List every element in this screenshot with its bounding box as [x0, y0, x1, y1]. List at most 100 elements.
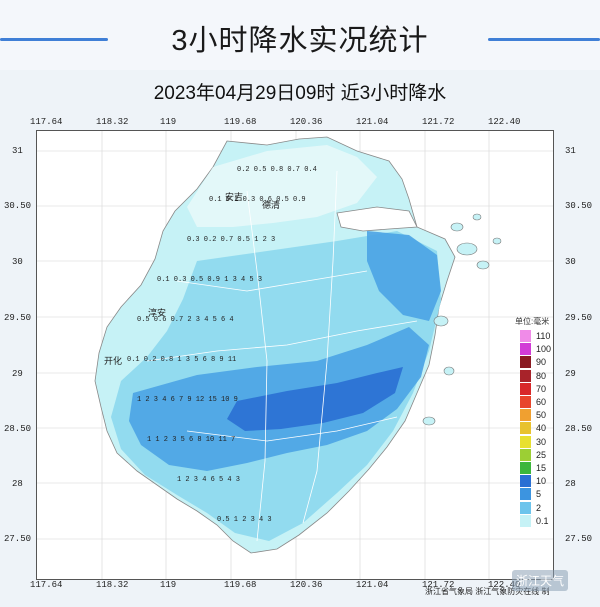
legend-label: 25	[536, 449, 547, 460]
legend-unit: 单位:毫米	[515, 317, 550, 326]
legend-swatch	[520, 488, 531, 501]
lat-tick-right: 29.50	[565, 313, 593, 323]
hangzhou-bay	[336, 206, 418, 232]
lat-tick-right: 31	[565, 146, 576, 156]
legend-label: 30	[536, 436, 547, 447]
lon-tick-top: 117.64	[30, 117, 63, 127]
legend-swatch	[520, 330, 531, 342]
legend-level: 5	[520, 488, 582, 501]
legend-level: 10	[520, 475, 582, 488]
lon-tick-bottom: 118.32	[96, 580, 129, 590]
legend-label: 0.1	[536, 515, 549, 526]
lat-tick-left: 31	[12, 146, 23, 156]
svg-text:1 2 3 4 6 7 9 12 15 10 9: 1 2 3 4 6 7 9 12 15 10 9	[137, 396, 238, 404]
precipitation-map: 0.2 0.5 0.8 0.7 0.4 0.1 0.2 0.3 0.6 0.5 …	[36, 130, 554, 580]
header-decor-line-left	[0, 38, 108, 41]
lon-tick-top: 121.04	[356, 117, 389, 127]
place-label: 淳安	[148, 309, 167, 319]
legend-level: 80	[520, 369, 582, 382]
page-title: 3小时降水实况统计	[171, 25, 429, 57]
lon-tick-bottom: 119	[160, 580, 177, 590]
legend-level: 15	[520, 462, 582, 474]
legend-level: 60	[520, 396, 582, 408]
lat-tick-left: 27.50	[4, 534, 32, 544]
svg-text:0.5 0.6 0.7 2 3 4 5 6 4: 0.5 0.6 0.7 2 3 4 5 6 4	[137, 316, 234, 324]
legend-label: 5	[536, 489, 542, 500]
legend-label: 10	[536, 476, 547, 487]
legend-swatch	[520, 369, 531, 382]
svg-text:0.3 0.2 0.7 0.5 1 2 3: 0.3 0.2 0.7 0.5 1 2 3	[187, 236, 275, 244]
legend-label: 70	[536, 383, 547, 394]
lat-tick-right: 29	[565, 369, 576, 379]
lon-tick-bottom: 117.64	[30, 580, 63, 590]
legend-label: 100	[536, 344, 552, 355]
legend-level: 50	[520, 409, 582, 422]
lat-tick-left: 30	[12, 257, 23, 267]
lon-tick-bottom: 120.36	[290, 580, 323, 590]
rain-zone-blue-east	[367, 231, 441, 321]
legend-level: 30	[520, 435, 582, 448]
lon-tick-top: 120.36	[290, 117, 323, 127]
lon-tick-top: 122.40	[488, 117, 521, 127]
lon-tick-bottom: 121.04	[356, 580, 389, 590]
legend-level: 100	[520, 343, 582, 356]
lon-tick-top: 119.68	[224, 117, 257, 127]
legend-swatch	[520, 514, 531, 527]
legend-level: 70	[520, 382, 582, 395]
svg-text:0.5 1 2 3 4 3: 0.5 1 2 3 4 3	[217, 516, 272, 524]
map-subtitle: 2023年04月29日09时 近3小时降水	[153, 83, 447, 104]
place-label: 德清	[262, 201, 281, 211]
legend-swatch	[520, 448, 531, 461]
lat-tick-right: 30	[565, 257, 576, 267]
legend-swatch	[520, 475, 531, 488]
svg-text:0.1 0.2 0.3 0.6 0.5 0.9: 0.1 0.2 0.3 0.6 0.5 0.9	[209, 196, 306, 204]
legend-swatch	[520, 409, 531, 422]
islands	[422, 213, 502, 426]
lat-tick-left: 29	[12, 369, 23, 379]
svg-text:1 2 3 4 6 5 4 3: 1 2 3 4 6 5 4 3	[177, 476, 240, 484]
legend-swatch	[520, 343, 531, 356]
lat-tick-left: 28	[12, 479, 23, 489]
credit-text: 浙江省气象局 浙江气象防灾在线 制	[425, 587, 550, 596]
legend-level: 2	[520, 501, 582, 514]
svg-text:0.1 0.3 0.5 0.9 1 3 4 5 3: 0.1 0.3 0.5 0.9 1 3 4 5 3	[157, 276, 262, 284]
lat-tick-left: 29.50	[4, 313, 32, 323]
legend-label: 40	[536, 423, 547, 434]
legend-label: 60	[536, 397, 547, 407]
header-decor-line-right	[488, 38, 600, 41]
svg-text:0.1 0.2 0.8 1 3 5 6 8 9 11: 0.1 0.2 0.8 1 3 5 6 8 9 11	[127, 356, 236, 364]
lat-tick-left: 28.50	[4, 424, 32, 434]
dry-area-north	[187, 145, 377, 227]
lat-tick-right: 28.50	[565, 424, 593, 434]
legend-swatch	[520, 382, 531, 395]
legend-level: 25	[520, 448, 582, 461]
lon-tick-bottom: 121.72	[422, 580, 455, 590]
legend-label: 50	[536, 410, 547, 421]
place-label: 安吉	[225, 193, 244, 203]
lon-tick-top: 118.32	[96, 117, 129, 127]
legend-swatch	[520, 396, 531, 408]
rain-zone-deep-blue	[227, 367, 403, 431]
legend-swatch	[520, 422, 531, 435]
legend-level: 110	[520, 330, 582, 342]
lon-tick-bottom: 122.40	[488, 580, 521, 590]
lat-tick-right: 30.50	[565, 201, 593, 211]
lon-tick-bottom: 119.68	[224, 580, 257, 590]
legend-swatch	[520, 356, 531, 369]
svg-text:0.2 0.5 0.8 0.7 0.4: 0.2 0.5 0.8 0.7 0.4	[237, 166, 317, 174]
legend-label: 90	[536, 357, 547, 368]
lat-tick-left: 30.50	[4, 201, 32, 211]
legend-level: 40	[520, 422, 582, 435]
legend-label: 80	[536, 370, 547, 381]
legend-label: 2	[536, 502, 542, 513]
map-canvas: 0.2 0.5 0.8 0.7 0.4 0.1 0.2 0.3 0.6 0.5 …	[37, 131, 553, 579]
lat-tick-right: 27.50	[565, 534, 593, 544]
legend-swatch	[520, 462, 531, 474]
legend-label: 110	[536, 331, 551, 341]
legend-swatch	[520, 435, 531, 448]
county-boundaries	[146, 170, 418, 542]
legend-swatch	[520, 501, 531, 514]
lon-tick-top: 119	[160, 117, 177, 127]
lat-tick-right: 28	[565, 479, 576, 489]
watermark: 浙江天气	[512, 570, 569, 591]
